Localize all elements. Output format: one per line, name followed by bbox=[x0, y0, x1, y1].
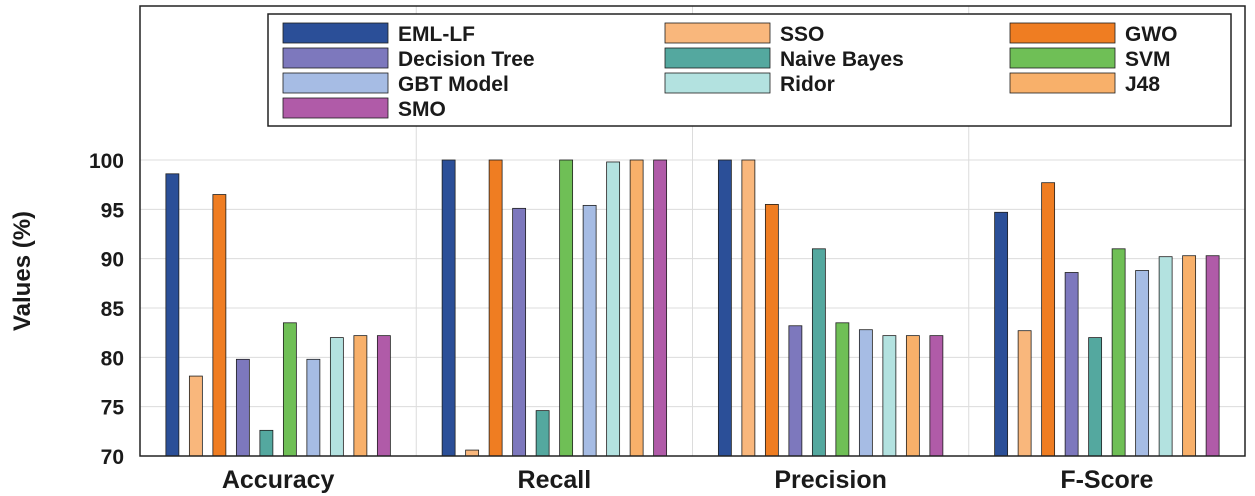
legend-swatch bbox=[282, 72, 389, 94]
bar-sso-f-score bbox=[1017, 330, 1032, 457]
legend-label: Naive Bayes bbox=[780, 48, 904, 71]
bar-j48-accuracy bbox=[353, 335, 368, 457]
legend-label: SSO bbox=[780, 23, 824, 46]
bar-smo-recall bbox=[653, 159, 668, 457]
bar-sso-accuracy bbox=[188, 375, 203, 457]
bar-svm-precision bbox=[835, 322, 850, 457]
legend-label: Decision Tree bbox=[398, 48, 535, 71]
y-tick-label: 100 bbox=[89, 150, 124, 173]
bar-gbt-model-recall bbox=[582, 204, 597, 457]
bar-decision-tree-precision bbox=[788, 325, 803, 457]
legend-swatch bbox=[282, 47, 389, 69]
legend: EML-LF SSO GWO Decision Tree Naive Bayes SVM G… bbox=[267, 13, 1232, 127]
y-tick-label: 75 bbox=[101, 397, 125, 420]
bar-naive-bayes-precision bbox=[811, 248, 826, 457]
y-tick-label: 80 bbox=[101, 347, 124, 370]
bar-gbt-model-accuracy bbox=[306, 358, 321, 457]
legend-swatch bbox=[282, 22, 389, 44]
y-tick-label: 70 bbox=[101, 446, 124, 469]
bar-gwo-precision bbox=[764, 203, 779, 457]
bar-eml-lf-precision bbox=[717, 159, 732, 457]
legend-swatch bbox=[664, 22, 771, 44]
legend-label: GWO bbox=[1125, 23, 1178, 46]
y-tick-labels: 70 75 80 85 90 95 100 bbox=[89, 150, 124, 469]
y-tick-label: 90 bbox=[101, 249, 124, 272]
plot-frame bbox=[139, 5, 1246, 457]
legend-swatch bbox=[1009, 47, 1116, 69]
bar-ridor-recall bbox=[606, 161, 621, 457]
bar-naive-bayes-accuracy bbox=[259, 429, 274, 457]
category-label: Precision bbox=[774, 466, 887, 494]
bar-smo-f-score bbox=[1205, 255, 1220, 457]
bar-gwo-accuracy bbox=[212, 194, 227, 457]
bar-svm-recall bbox=[559, 159, 574, 457]
bar-eml-lf-recall bbox=[441, 159, 456, 457]
bar-smo-accuracy bbox=[376, 335, 391, 457]
category-label: Recall bbox=[518, 466, 592, 494]
legend-label: EML-LF bbox=[398, 23, 475, 46]
bar-ridor-accuracy bbox=[329, 337, 344, 457]
legend-label: SVM bbox=[1125, 48, 1171, 71]
category-label: Accuracy bbox=[222, 466, 335, 494]
bar-decision-tree-f-score bbox=[1064, 272, 1079, 457]
legend-swatch bbox=[1009, 72, 1116, 94]
category-labels: Accuracy Recall Precision F-Score bbox=[222, 466, 1154, 494]
legend-label: SMO bbox=[398, 98, 446, 121]
bar-naive-bayes-recall bbox=[535, 410, 550, 457]
bar-smo-precision bbox=[929, 335, 944, 457]
y-axis-title: Values (%) bbox=[9, 211, 36, 331]
bar-gwo-recall bbox=[488, 159, 503, 457]
bar-naive-bayes-f-score bbox=[1088, 337, 1103, 457]
bars bbox=[165, 159, 1220, 457]
bar-decision-tree-accuracy bbox=[235, 358, 250, 457]
bar-svm-f-score bbox=[1111, 248, 1126, 457]
legend-label: J48 bbox=[1125, 73, 1160, 96]
bar-j48-recall bbox=[629, 159, 644, 457]
bar-sso-precision bbox=[741, 159, 756, 457]
bar-eml-lf-f-score bbox=[994, 211, 1009, 457]
category-label: F-Score bbox=[1060, 466, 1153, 494]
legend-swatch bbox=[1009, 22, 1116, 44]
bar-j48-precision bbox=[905, 335, 920, 457]
bar-gbt-model-f-score bbox=[1135, 270, 1150, 457]
y-tick-label: 85 bbox=[101, 298, 125, 321]
legend-label: Ridor bbox=[780, 73, 835, 96]
bar-sso-recall bbox=[465, 449, 480, 457]
legend-swatch bbox=[282, 97, 389, 119]
legend-label: GBT Model bbox=[398, 73, 509, 96]
legend-swatch bbox=[664, 72, 771, 94]
bar-ridor-precision bbox=[882, 335, 897, 457]
y-tick-label: 95 bbox=[101, 199, 125, 222]
bar-gwo-f-score bbox=[1041, 182, 1056, 457]
bar-decision-tree-recall bbox=[512, 207, 527, 457]
bar-j48-f-score bbox=[1182, 255, 1197, 457]
bar-gbt-model-precision bbox=[858, 329, 873, 457]
bar-eml-lf-accuracy bbox=[165, 173, 180, 457]
legend-swatch bbox=[664, 47, 771, 69]
bar-ridor-f-score bbox=[1158, 256, 1173, 457]
bar-svm-accuracy bbox=[282, 322, 297, 457]
